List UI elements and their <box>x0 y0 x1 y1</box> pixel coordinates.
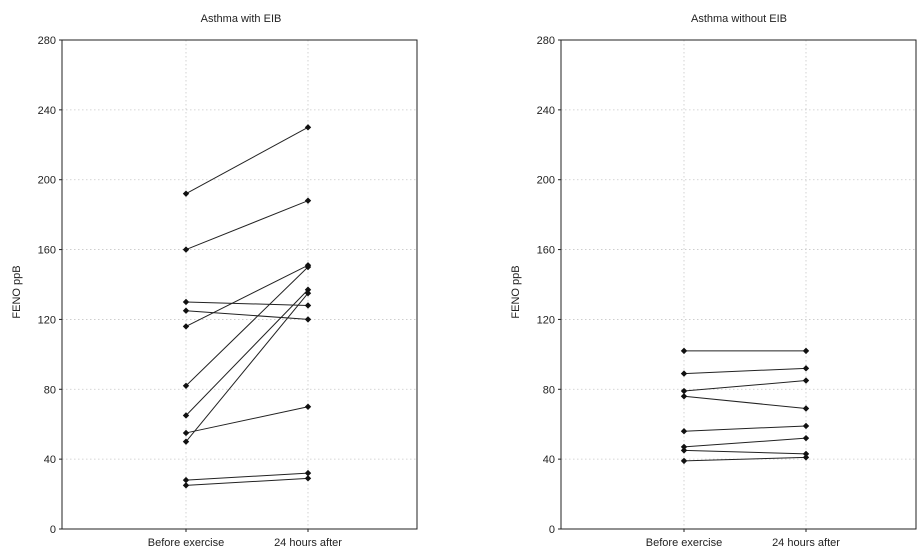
x-tick-label: 24 hours after <box>274 537 342 548</box>
series-line <box>683 395 807 409</box>
data-point <box>680 457 688 465</box>
y-tick-label: 240 <box>38 105 56 117</box>
panel-asthma-with-eib: Asthma with EIB FENO ppB 0 40 80 120 160 200 2… <box>11 13 418 548</box>
y-axis-label: FENO ppB <box>11 265 23 318</box>
data-point <box>802 377 810 384</box>
chart-title: Asthma without EIB <box>691 13 787 25</box>
y-tick-label: 160 <box>38 245 56 257</box>
y-tick-label: 120 <box>537 314 555 326</box>
series-line <box>683 425 807 432</box>
plot-frame <box>61 39 418 530</box>
series-line <box>683 437 807 448</box>
series-line <box>185 289 309 416</box>
data-point <box>182 298 190 306</box>
data-point <box>304 286 312 293</box>
data-point <box>182 482 190 489</box>
y-tick-label: 40 <box>44 454 56 466</box>
y-tick-label: 240 <box>537 105 555 117</box>
chart-title: Asthma with EIB <box>201 13 282 25</box>
data-point <box>680 428 688 435</box>
data-point <box>182 246 190 253</box>
plot-frame <box>560 39 917 530</box>
y-tick-label: 280 <box>38 35 56 47</box>
series-line <box>185 477 309 486</box>
series-line <box>683 456 807 462</box>
data-point <box>182 307 190 314</box>
y-tick-label: 0 <box>50 524 56 536</box>
data-point <box>680 393 688 400</box>
data-point <box>680 347 688 355</box>
data-point <box>304 263 312 271</box>
data-point <box>182 190 190 197</box>
data-point <box>304 124 312 131</box>
series-line <box>185 264 309 327</box>
y-tick-label: 200 <box>38 175 56 187</box>
data-point <box>304 403 312 410</box>
series-line <box>185 200 309 251</box>
series-line <box>185 301 309 306</box>
series-line <box>185 292 309 442</box>
y-tick-label: 80 <box>44 384 56 396</box>
series-line <box>683 367 807 375</box>
data-point <box>182 476 190 484</box>
y-tick-label: 200 <box>537 175 555 187</box>
data-point <box>182 382 190 389</box>
data-point <box>802 450 810 458</box>
data-point <box>802 365 810 372</box>
data-point <box>182 412 190 419</box>
data-point <box>802 434 810 442</box>
data-point <box>802 347 810 355</box>
data-point <box>304 469 312 477</box>
data-point <box>680 370 688 377</box>
series-line <box>185 126 309 195</box>
data-point <box>304 316 312 323</box>
y-tick-label: 160 <box>537 245 555 257</box>
data-point <box>680 387 688 395</box>
series-line <box>185 406 309 434</box>
data-point <box>304 475 312 482</box>
data-point <box>802 422 810 430</box>
data-point <box>182 323 190 330</box>
series-line <box>185 472 309 481</box>
y-tick-label: 280 <box>537 35 555 47</box>
y-tick-label: 40 <box>543 454 555 466</box>
x-tick-label: 24 hours after <box>772 537 840 548</box>
x-tick-label: Before exercise <box>148 537 224 548</box>
panel-asthma-without-eib: Asthma without EIB FENO ppB 0 40 80 120 160 2… <box>510 13 917 548</box>
data-point <box>304 290 312 297</box>
series-line <box>683 449 807 455</box>
data-point <box>182 438 190 445</box>
data-point <box>182 429 190 437</box>
data-point <box>680 447 688 454</box>
series-line <box>185 266 309 387</box>
y-tick-label: 80 <box>543 384 555 396</box>
y-tick-label: 120 <box>38 314 56 326</box>
data-point <box>680 443 688 451</box>
x-tick-label: Before exercise <box>646 537 722 548</box>
series-line <box>683 380 807 392</box>
data-point <box>802 405 810 412</box>
data-point <box>802 454 810 461</box>
y-tick-label: 0 <box>549 524 555 536</box>
data-point <box>304 302 312 309</box>
data-point <box>304 197 312 204</box>
y-axis-label: FENO ppB <box>510 265 522 318</box>
